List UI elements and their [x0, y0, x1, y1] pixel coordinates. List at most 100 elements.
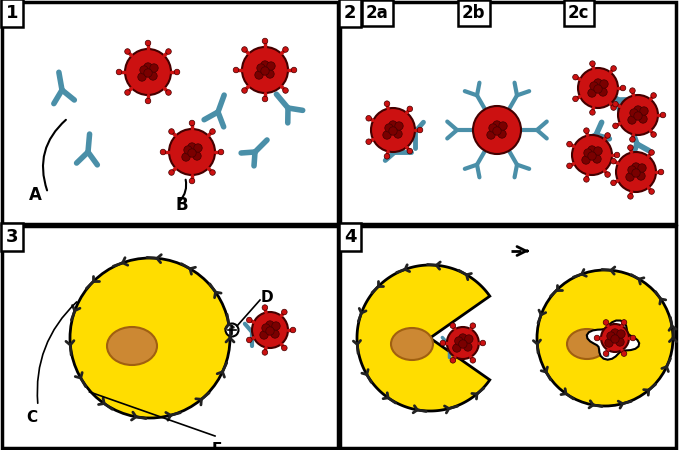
Circle shape: [660, 112, 666, 118]
Circle shape: [649, 189, 654, 194]
Circle shape: [614, 152, 619, 158]
Circle shape: [611, 158, 616, 164]
Circle shape: [573, 96, 578, 102]
Circle shape: [498, 130, 506, 138]
Circle shape: [70, 258, 230, 418]
Circle shape: [246, 317, 252, 323]
Circle shape: [649, 150, 654, 155]
Circle shape: [450, 357, 456, 363]
Circle shape: [594, 79, 602, 87]
Circle shape: [226, 324, 239, 337]
Circle shape: [169, 129, 174, 134]
Circle shape: [493, 127, 501, 135]
Circle shape: [611, 180, 616, 186]
Ellipse shape: [567, 329, 607, 359]
Circle shape: [611, 66, 616, 71]
Text: 2a: 2a: [366, 4, 389, 22]
Circle shape: [470, 357, 475, 363]
Circle shape: [266, 321, 274, 329]
Circle shape: [283, 88, 288, 93]
Text: B: B: [175, 196, 188, 214]
Circle shape: [267, 62, 275, 70]
Circle shape: [607, 332, 615, 340]
Circle shape: [611, 335, 619, 343]
Circle shape: [124, 49, 131, 54]
Circle shape: [487, 131, 495, 139]
Circle shape: [632, 169, 640, 177]
Circle shape: [366, 139, 371, 144]
Circle shape: [447, 327, 479, 359]
Circle shape: [166, 90, 171, 95]
Circle shape: [632, 163, 640, 171]
Circle shape: [590, 109, 595, 115]
Circle shape: [407, 106, 413, 112]
Text: 3: 3: [6, 228, 18, 246]
Circle shape: [601, 324, 629, 352]
Circle shape: [493, 121, 501, 129]
Circle shape: [143, 69, 152, 77]
Polygon shape: [357, 265, 490, 411]
Circle shape: [385, 124, 393, 132]
Circle shape: [233, 67, 239, 73]
Circle shape: [594, 335, 600, 341]
Circle shape: [636, 172, 645, 180]
Circle shape: [626, 173, 634, 181]
Circle shape: [189, 120, 194, 126]
Text: A: A: [29, 186, 41, 204]
Circle shape: [613, 123, 618, 129]
Ellipse shape: [391, 328, 433, 360]
FancyBboxPatch shape: [340, 226, 676, 448]
Circle shape: [146, 40, 151, 46]
Circle shape: [193, 152, 201, 160]
Circle shape: [638, 164, 646, 172]
Circle shape: [611, 105, 616, 110]
Circle shape: [455, 337, 463, 345]
Text: 4: 4: [344, 228, 356, 246]
Circle shape: [261, 67, 269, 75]
Circle shape: [262, 324, 270, 332]
Circle shape: [605, 133, 611, 138]
Circle shape: [651, 93, 656, 98]
FancyBboxPatch shape: [340, 2, 676, 224]
Text: 2b: 2b: [462, 4, 486, 22]
Circle shape: [640, 107, 648, 115]
Circle shape: [143, 63, 152, 71]
Text: E: E: [212, 442, 222, 450]
Circle shape: [458, 334, 467, 342]
Circle shape: [266, 70, 274, 78]
Circle shape: [584, 149, 592, 157]
Circle shape: [613, 101, 618, 107]
Circle shape: [366, 116, 371, 121]
Circle shape: [246, 337, 252, 343]
Circle shape: [262, 38, 268, 44]
Circle shape: [628, 145, 633, 150]
Circle shape: [389, 121, 397, 129]
Circle shape: [384, 153, 390, 159]
Circle shape: [194, 144, 202, 152]
Circle shape: [464, 335, 473, 343]
Circle shape: [271, 330, 279, 338]
Text: 1: 1: [6, 4, 18, 22]
Circle shape: [209, 129, 216, 134]
Text: D: D: [261, 291, 273, 306]
Circle shape: [184, 146, 192, 154]
Ellipse shape: [107, 327, 157, 365]
Circle shape: [125, 49, 171, 95]
Circle shape: [407, 148, 413, 154]
Circle shape: [593, 155, 601, 163]
Circle shape: [603, 351, 609, 356]
Circle shape: [499, 122, 507, 130]
Circle shape: [622, 351, 627, 356]
Circle shape: [116, 69, 122, 75]
Circle shape: [395, 122, 403, 130]
Circle shape: [262, 350, 268, 355]
Circle shape: [590, 61, 595, 67]
Text: 2: 2: [344, 4, 356, 22]
Circle shape: [605, 172, 611, 177]
Text: 2c: 2c: [568, 4, 590, 22]
Circle shape: [266, 327, 274, 335]
Circle shape: [260, 331, 268, 339]
Circle shape: [611, 329, 619, 337]
Circle shape: [188, 149, 197, 157]
Circle shape: [588, 146, 596, 154]
